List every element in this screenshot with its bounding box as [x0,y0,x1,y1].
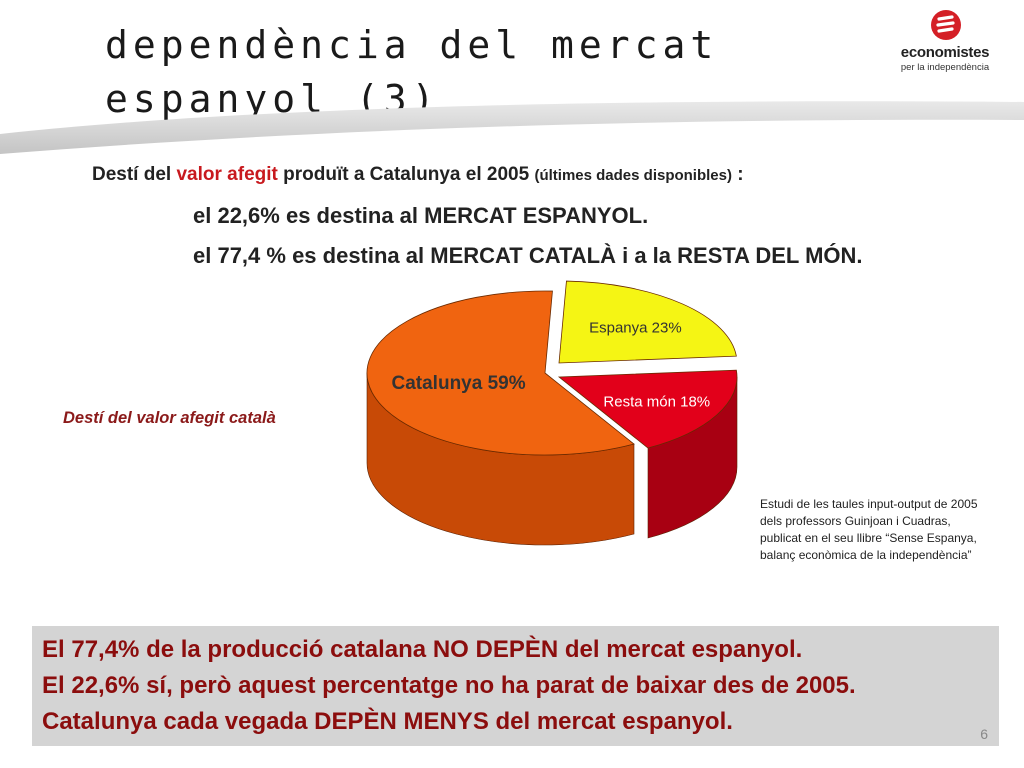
slide-title-line-1: dependència del mercat [105,23,719,67]
intro-text: Destí del valor afegit produït a Catalun… [92,164,912,186]
pie-label-resta-mon: Resta món 18% [603,394,710,411]
intro-prefix: Destí del [92,164,177,185]
conclusion-line-1: El 77,4% de la producció catalana NO DEP… [42,636,803,663]
pie-slice-resta-mon [557,369,738,449]
stat-catalan-world-share: el 77,4 % es destina al MERCAT CATALÀ i … [193,243,863,268]
source-line-2: dels professors Guinjoan i Cuadras, [760,514,951,528]
intro-middle: produït a Catalunya el 2005 [277,164,535,185]
slide-title: dependència del mercat espanyol (3) [105,18,785,126]
pie-chart: Catalunya 59% Espanya 23% Resta món 18% [366,280,738,546]
pie-slice-espanya [558,280,737,364]
pie-slice-catalunya [366,290,635,456]
logo-mark-icon [931,10,961,40]
logo-name: economistes [900,44,990,61]
intro-note: (últimes dades disponibles) [534,167,732,184]
logo-tagline: per la independència [900,62,990,73]
stat-spain-share: el 22,6% es destina al MERCAT ESPANYOL. [193,203,649,228]
conclusion-box: El 77,4% de la producció catalana NO DEP… [32,626,999,746]
source-line-4: balanç econòmica de la independència” [760,548,972,562]
pie-label-catalunya: Catalunya 59% [392,373,526,394]
page-number: 6 [980,726,988,742]
intro-highlight: valor afegit [176,164,278,185]
intro-suffix: : [732,164,744,185]
conclusion-line-3: Catalunya cada vegada DEPÈN MENYS del me… [42,708,733,735]
source-note: Estudi de les taules input-output de 200… [760,496,1000,564]
conclusion-line-2: El 22,6% sí, però aquest percentatge no … [42,672,856,699]
economistes-logo: economistes per la independència [890,8,1000,73]
source-line-1: Estudi de les taules input-output de 200… [760,497,978,511]
title-swoosh-decoration [0,101,1024,154]
source-line-3: publicat en el seu llibre “Sense Espanya… [760,531,977,545]
chart-caption: Destí del valor afegit català [63,409,276,427]
pie-label-espanya: Espanya 23% [589,319,682,336]
